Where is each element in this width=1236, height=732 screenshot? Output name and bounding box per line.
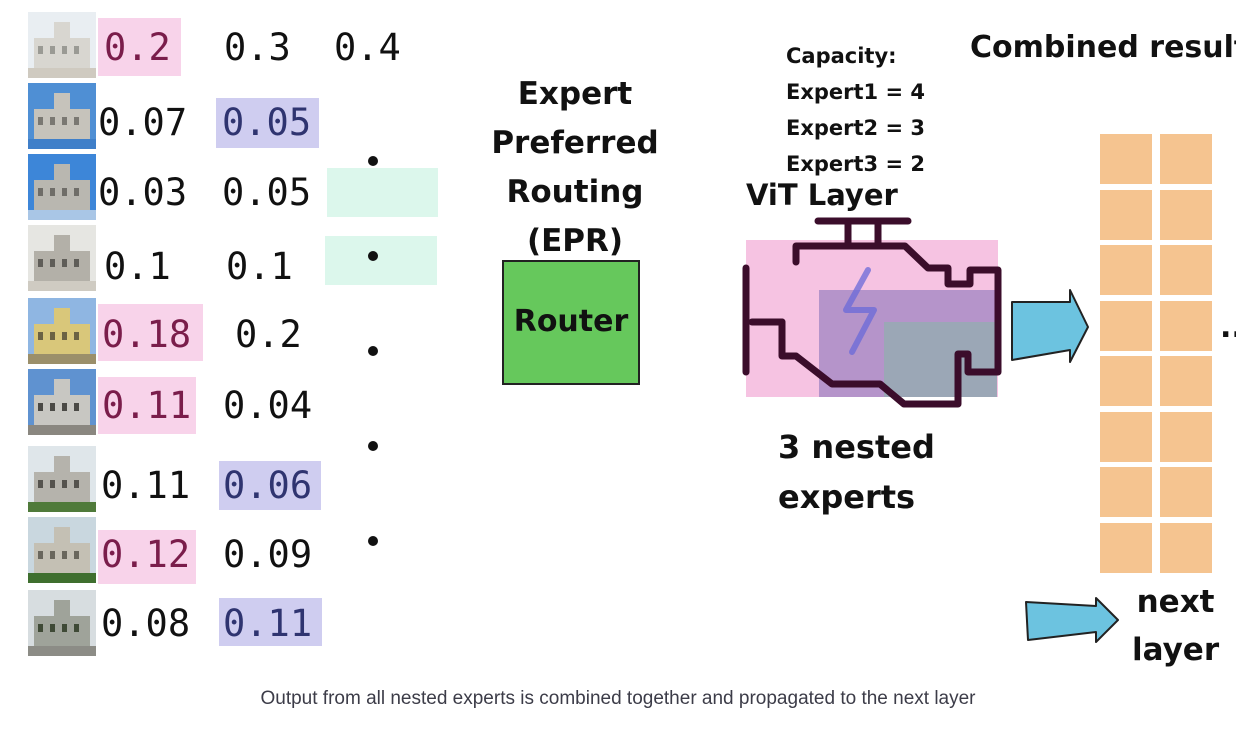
capacity-line: Expert3 = 2 bbox=[786, 152, 926, 176]
score-value: 0.04 bbox=[223, 384, 313, 427]
result-cell bbox=[1100, 522, 1152, 573]
score-value: 0.05 bbox=[222, 171, 312, 214]
arrow-to-next-layer bbox=[1025, 597, 1119, 643]
score-value: 0.11 bbox=[101, 464, 191, 507]
expert3-highlight bbox=[327, 168, 438, 217]
continuation-dot bbox=[368, 251, 378, 261]
router-box bbox=[502, 260, 640, 385]
result-cell bbox=[1160, 134, 1212, 184]
expert2-highlight bbox=[219, 461, 321, 510]
image-patch bbox=[28, 298, 96, 364]
result-cell bbox=[1100, 245, 1152, 295]
capacity-header: Capacity: bbox=[786, 44, 897, 68]
combined-results-label: Combined results bbox=[970, 30, 1236, 65]
score-value: 0.11 bbox=[102, 384, 192, 427]
next-layer-line: next bbox=[1136, 584, 1215, 620]
score-value: 0.11 bbox=[223, 602, 313, 645]
capacity-block: Capacity: Expert1 = 4 Expert2 = 3 Expert… bbox=[786, 38, 925, 182]
more-results-indicator: .. bbox=[1220, 310, 1236, 345]
epr-title-line: (EPR) bbox=[526, 223, 624, 259]
score-value: 0.18 bbox=[102, 313, 192, 356]
continuation-dot bbox=[368, 536, 378, 546]
image-patch bbox=[28, 154, 96, 220]
capacity-line: Expert1 = 4 bbox=[786, 80, 926, 104]
result-cell bbox=[1160, 522, 1212, 573]
image-patch bbox=[28, 369, 96, 435]
continuation-dot bbox=[368, 441, 378, 451]
next-layer-label: next layer bbox=[1132, 578, 1219, 674]
result-cell bbox=[1100, 411, 1152, 462]
result-cell bbox=[1100, 189, 1152, 240]
nested-experts-label: 3 nested experts bbox=[778, 422, 935, 522]
score-value: 0.3 bbox=[224, 26, 291, 69]
expert2-highlight bbox=[219, 598, 322, 646]
score-value: 0.09 bbox=[223, 533, 313, 576]
figure-caption: Output from all nested experts is combin… bbox=[260, 688, 976, 709]
arrow-to-results bbox=[1011, 289, 1089, 363]
expert1-highlight bbox=[98, 530, 196, 584]
result-cell bbox=[1160, 411, 1212, 462]
result-cell bbox=[1100, 300, 1152, 351]
result-cell bbox=[1160, 300, 1212, 351]
expert1-highlight bbox=[98, 377, 196, 434]
router-label: Router bbox=[513, 304, 629, 339]
score-value: 0.06 bbox=[223, 464, 313, 507]
expert1-highlight bbox=[98, 304, 203, 361]
result-cell bbox=[1160, 245, 1212, 295]
epr-title-line: Preferred bbox=[491, 125, 659, 161]
score-value: 0.05 bbox=[222, 101, 312, 144]
expert3-region bbox=[884, 322, 997, 397]
score-value: 0.2 bbox=[104, 26, 171, 69]
score-value: 0.1 bbox=[104, 245, 171, 288]
image-patch bbox=[28, 12, 96, 78]
result-cell bbox=[1100, 467, 1152, 517]
score-value: 0.12 bbox=[101, 533, 191, 576]
image-patch bbox=[28, 225, 96, 291]
score-value: 0.4 bbox=[334, 26, 401, 69]
continuation-dot bbox=[368, 346, 378, 356]
result-cell bbox=[1160, 189, 1212, 240]
image-patch bbox=[28, 517, 96, 583]
result-cell bbox=[1160, 467, 1212, 517]
next-layer-line: layer bbox=[1132, 632, 1220, 668]
expert3-highlight bbox=[325, 236, 437, 285]
score-value: 0.1 bbox=[226, 245, 293, 288]
result-cell bbox=[1160, 356, 1212, 406]
continuation-dot bbox=[368, 156, 378, 166]
epr-title-line: Routing bbox=[506, 174, 644, 210]
result-cell bbox=[1100, 356, 1152, 406]
image-patch bbox=[28, 83, 96, 149]
nested-experts-line: 3 nested bbox=[778, 428, 935, 466]
vit-layer-label: ViT Layer bbox=[746, 178, 898, 212]
result-cell bbox=[1100, 134, 1152, 184]
capacity-line: Expert2 = 3 bbox=[786, 116, 926, 140]
image-patch bbox=[28, 446, 96, 512]
image-patch bbox=[28, 590, 96, 656]
score-value: 0.2 bbox=[235, 313, 302, 356]
expert1-highlight bbox=[98, 18, 181, 76]
score-value: 0.03 bbox=[98, 171, 188, 214]
epr-title-line: Expert bbox=[517, 76, 633, 112]
nested-experts-line: experts bbox=[778, 478, 916, 516]
epr-title: Expert Preferred Routing (EPR) bbox=[490, 70, 660, 266]
score-value: 0.07 bbox=[98, 101, 188, 144]
score-value: 0.08 bbox=[101, 602, 191, 645]
expert2-highlight bbox=[216, 98, 319, 148]
